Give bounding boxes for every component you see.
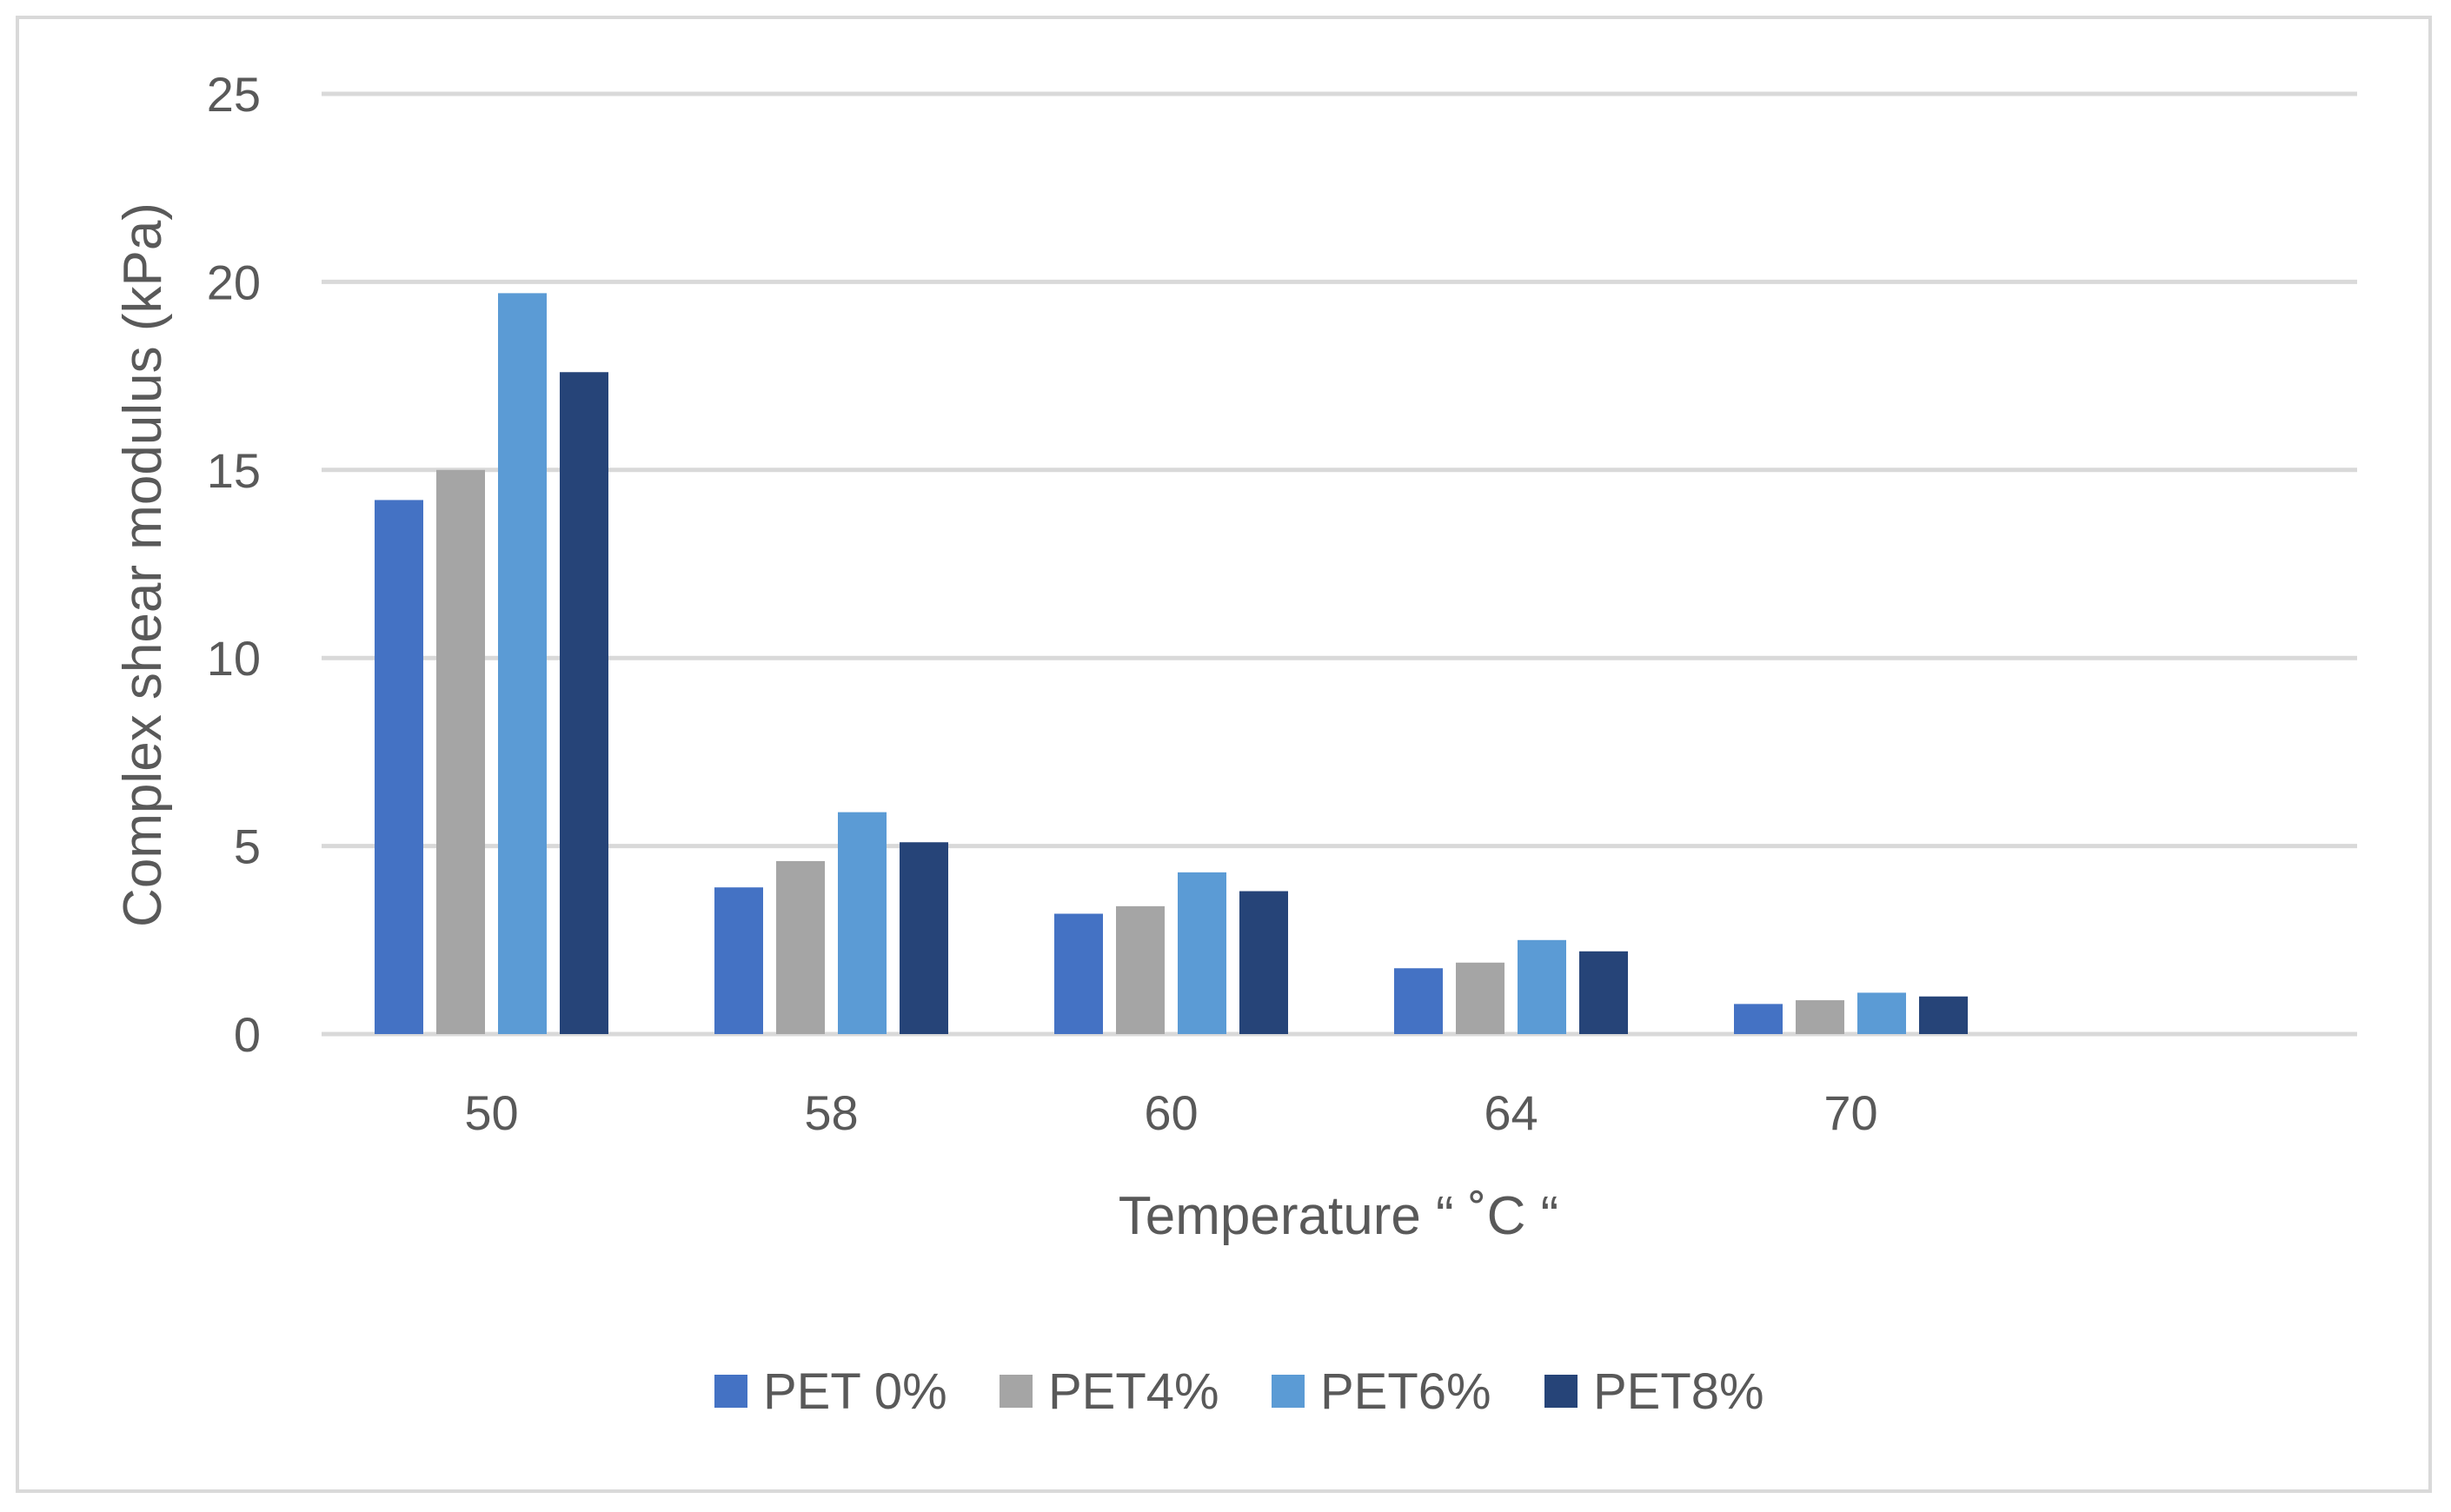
bar-pet8--58 xyxy=(900,842,948,1034)
legend-item: PET4% xyxy=(1000,1363,1219,1420)
bar-pet4--70 xyxy=(1796,1000,1844,1034)
bar-pet-0--50 xyxy=(375,500,423,1034)
bar-pet-0--60 xyxy=(1054,913,1103,1034)
x-tick-label: 50 xyxy=(464,1085,518,1140)
bar-pet6--50 xyxy=(498,293,547,1034)
legend-item: PET 0% xyxy=(714,1363,947,1420)
bar-pet6--70 xyxy=(1857,992,1906,1034)
y-axis-ticks: 0 5 10 15 20 25 xyxy=(207,67,261,1062)
y-tick-label: 5 xyxy=(234,819,261,874)
bar-pet8--60 xyxy=(1239,891,1288,1034)
bar-pet-0--70 xyxy=(1734,1004,1783,1034)
bar-pet4--64 xyxy=(1456,962,1504,1034)
bar-pet8--64 xyxy=(1579,951,1628,1034)
y-tick-label: 10 xyxy=(207,631,261,686)
y-axis-title: Complex shear modulus (kPa) xyxy=(113,202,173,927)
x-tick-label: 60 xyxy=(1144,1085,1198,1140)
legend-item: PET8% xyxy=(1544,1363,1764,1420)
bar-pet8--70 xyxy=(1919,996,1968,1034)
bar-pet-0--64 xyxy=(1394,968,1443,1034)
legend-swatch xyxy=(1000,1375,1033,1408)
y-tick-label: 0 xyxy=(234,1007,261,1062)
legend-swatch xyxy=(714,1375,747,1408)
legend: PET 0% PET4% PET6% PET8% xyxy=(714,1363,1764,1420)
legend-label: PET4% xyxy=(1048,1363,1219,1420)
x-tick-label: 64 xyxy=(1484,1085,1538,1140)
bar-pet6--64 xyxy=(1518,939,1566,1034)
bar-pet4--58 xyxy=(776,860,825,1034)
gridlines xyxy=(322,91,2357,1037)
bar-pet6--60 xyxy=(1178,872,1226,1034)
y-tick-label: 15 xyxy=(207,443,261,498)
legend-item: PET6% xyxy=(1272,1363,1491,1420)
bar-pet8--50 xyxy=(560,372,608,1035)
bars xyxy=(375,293,1968,1035)
legend-label: PET 0% xyxy=(763,1363,947,1420)
x-tick-label: 70 xyxy=(1823,1085,1877,1140)
x-tick-label: 58 xyxy=(804,1085,858,1140)
legend-label: PET6% xyxy=(1320,1363,1491,1420)
x-axis-title: Temperature “ ˚C “ xyxy=(1119,1186,1558,1246)
y-tick-label: 25 xyxy=(207,67,261,122)
bar-pet4--60 xyxy=(1116,905,1165,1034)
y-tick-label: 20 xyxy=(207,255,261,309)
legend-swatch xyxy=(1272,1375,1305,1408)
legend-swatch xyxy=(1544,1375,1578,1408)
x-axis-ticks: 50 58 60 64 70 xyxy=(464,1085,1877,1140)
bar-pet-0--58 xyxy=(714,887,763,1034)
bar-pet6--58 xyxy=(838,812,887,1034)
legend-label: PET8% xyxy=(1593,1363,1764,1420)
bar-pet4--50 xyxy=(436,469,485,1034)
